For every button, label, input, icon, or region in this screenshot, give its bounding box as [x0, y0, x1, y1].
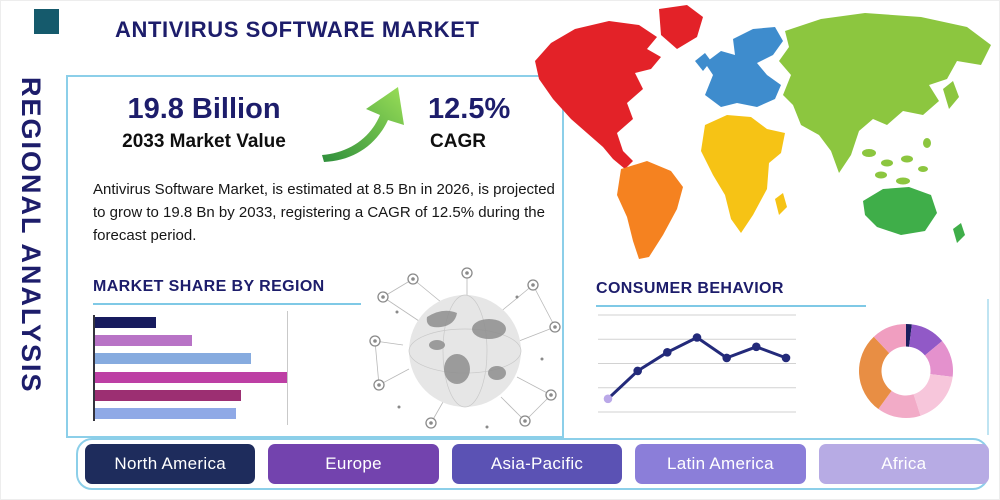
- market-share-bar-4: [95, 371, 287, 383]
- right-panel-edge: [987, 299, 989, 435]
- market-description: Antivirus Software Market, is estimated …: [93, 181, 555, 244]
- line-marker-5: [722, 353, 731, 363]
- market-share-bar-5: [95, 389, 241, 401]
- donut-segment-6: [859, 336, 892, 410]
- donut-segment-5: [878, 390, 921, 418]
- market-share-bar-1: [95, 317, 156, 328]
- market-share-bar-list: [95, 315, 338, 421]
- region-button-latin-america[interactable]: Latin America: [635, 444, 806, 484]
- map-north-america: [535, 21, 661, 169]
- cagr-stat: 12.5%: [428, 93, 511, 125]
- market-value-stat: 19.8 Billion: [127, 93, 281, 125]
- map-japan: [943, 81, 959, 109]
- market-share-bar-chart: [93, 311, 338, 425]
- region-button-north-america[interactable]: North America: [85, 444, 256, 484]
- market-share-bar-3: [95, 353, 251, 365]
- line-marker-1: [603, 394, 613, 404]
- donut-segment-7: [873, 324, 906, 354]
- line-marker-4: [692, 333, 702, 342]
- growth-arrow-icon: [322, 87, 404, 162]
- world-map: [535, 5, 991, 259]
- map-south-america: [617, 161, 683, 259]
- map-greenland: [659, 5, 703, 49]
- map-australia: [863, 187, 937, 235]
- summary-panel: 19.8 Billion 2033 Market Value 12.5% CAG…: [66, 75, 564, 438]
- market-share-bar-6: [95, 407, 236, 419]
- map-southeast-asia-islands: [862, 138, 931, 185]
- side-label: REGIONAL ANALYSIS: [16, 77, 46, 394]
- consumer-behavior-heading: CONSUMER BEHAVIOR: [596, 280, 866, 307]
- line-marker-6: [752, 342, 761, 352]
- map-uk-island: [695, 53, 711, 71]
- donut-segment-4: [913, 374, 953, 416]
- donut-segment-2: [909, 324, 943, 356]
- cagr-caption: CAGR: [430, 131, 486, 152]
- region-buttons: North America Europe Asia-Pacific Latin Ame…: [85, 444, 990, 484]
- line-marker-2: [633, 366, 642, 376]
- region-button-asia-pacific[interactable]: Asia-Pacific: [451, 444, 623, 484]
- page-title: ANTIVIRUS SOFTWARE MARKET: [115, 17, 480, 42]
- consumer-behavior-line-svg: [598, 314, 796, 413]
- bar-chart-gridline: [286, 311, 289, 425]
- region-button-africa[interactable]: Africa: [818, 444, 990, 484]
- map-madagascar: [775, 193, 787, 215]
- donut-segment-3: [924, 341, 953, 377]
- market-share-bar-2: [95, 335, 193, 347]
- line-marker-3: [663, 348, 672, 357]
- logo-mark: [34, 9, 59, 34]
- line-marker-7: [781, 353, 791, 363]
- market-value-caption: 2033 Market Value: [122, 131, 286, 152]
- market-share-heading: MARKET SHARE BY REGION: [93, 278, 361, 305]
- map-africa: [701, 115, 785, 233]
- region-button-europe[interactable]: Europe: [268, 444, 439, 484]
- regional-share-donut-svg: [859, 324, 953, 418]
- globe-network-graphic: [369, 267, 561, 429]
- map-new-zealand: [953, 223, 965, 243]
- donut-segment-1: [906, 324, 912, 347]
- map-asia: [779, 13, 991, 173]
- map-europe: [705, 27, 783, 107]
